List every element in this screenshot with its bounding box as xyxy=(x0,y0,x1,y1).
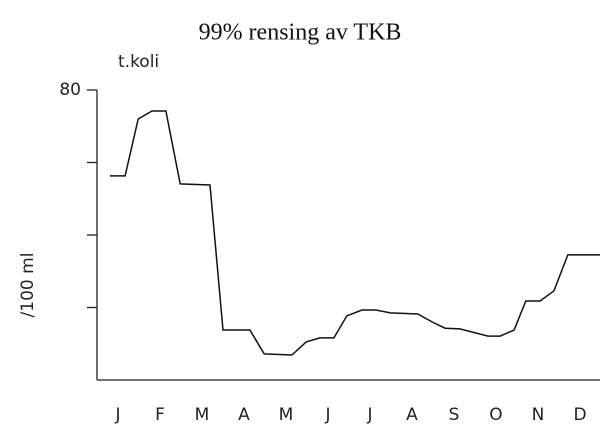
x-tick-label: O xyxy=(489,405,502,425)
chart-title: 99% rensing av TKB xyxy=(199,20,402,46)
y-unit-label: t.koli xyxy=(118,52,159,72)
x-tick-label: D xyxy=(573,405,586,425)
x-tick-label: A xyxy=(238,405,250,425)
y-axis-label: /100 ml xyxy=(18,253,38,318)
x-tick-label: N xyxy=(532,405,545,425)
x-tick-label: F xyxy=(155,405,165,425)
y-tick-label: 80 xyxy=(59,80,81,100)
x-tick-label: M xyxy=(195,405,210,425)
x-tick-label: S xyxy=(449,405,460,425)
data-line xyxy=(110,110,600,356)
x-tick-label: M xyxy=(279,405,294,425)
x-tick-label: J xyxy=(366,405,372,425)
x-tick-label: A xyxy=(406,405,418,425)
x-tick-label: J xyxy=(324,405,330,425)
x-tick-label: J xyxy=(114,405,120,425)
